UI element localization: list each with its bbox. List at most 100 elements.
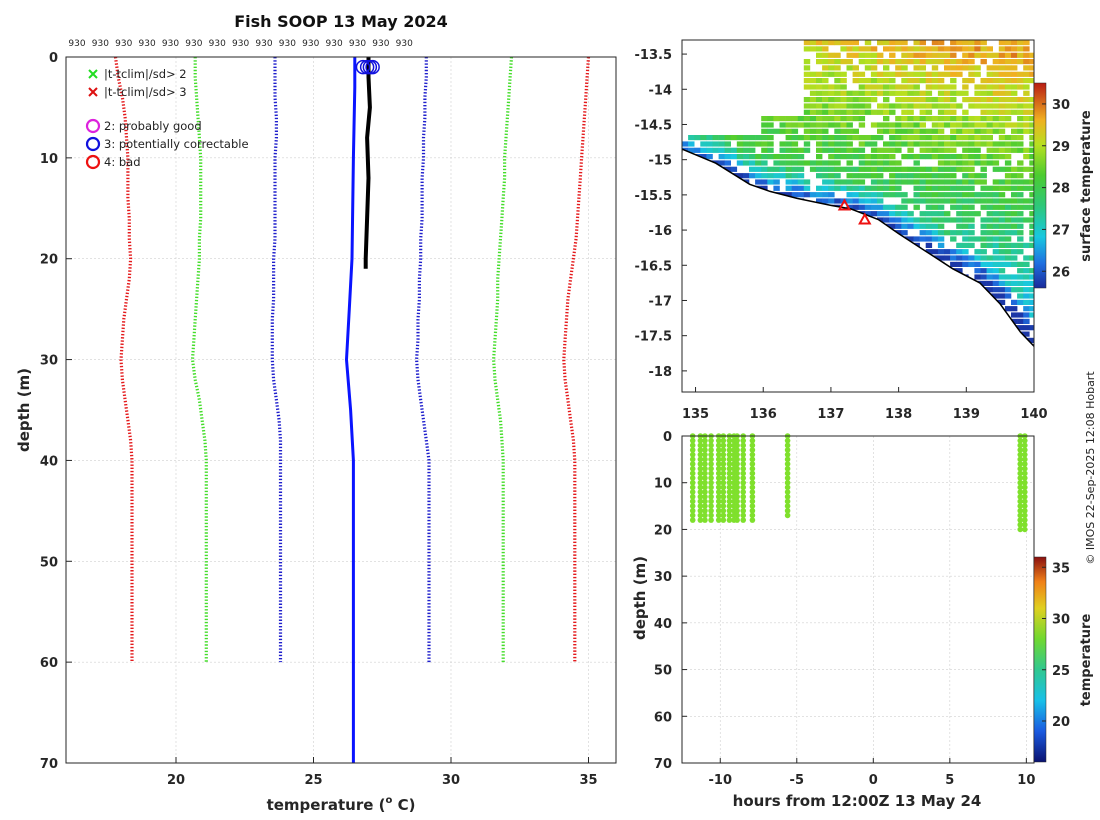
sst-cell (1011, 192, 1018, 198)
chart-title: Fish SOOP 13 May 2024 (234, 12, 448, 31)
sst-cell (907, 141, 914, 147)
ts-data-point (740, 447, 747, 453)
sst-cell (895, 128, 902, 134)
sst-cell (688, 141, 695, 147)
sst-cell (883, 166, 890, 172)
sst-cell (974, 198, 981, 204)
sst-cell (944, 59, 951, 65)
sst-cell (1023, 287, 1030, 293)
sst-cell (986, 135, 993, 141)
sst-cell (877, 78, 884, 84)
sst-cell (834, 122, 841, 128)
sst-cell (1029, 71, 1034, 77)
sst-cell (846, 52, 853, 58)
sst-cell (791, 147, 799, 153)
sst-cell (974, 84, 981, 90)
sst-cell (1004, 46, 1012, 52)
sst-cell (791, 141, 799, 147)
sst-cell (974, 90, 981, 96)
sst-cell (889, 103, 896, 109)
sst-cell (694, 147, 701, 153)
sst-cell (834, 173, 841, 179)
sst-cell (931, 128, 939, 134)
ts-data-point (715, 503, 722, 509)
sst-cell (895, 40, 902, 46)
sst-cell (1017, 141, 1024, 147)
ts-data-point (734, 461, 740, 467)
sst-cell (1023, 128, 1030, 134)
sst-cell (968, 185, 975, 191)
sst-cell (962, 40, 969, 46)
sst-cell (986, 274, 993, 280)
ts-data-point (1022, 456, 1028, 463)
sst-cell (755, 141, 762, 147)
sst-cell (968, 192, 975, 198)
sst-cell (858, 198, 866, 204)
sst-cell (986, 198, 993, 204)
map-y-tick-label: -17.5 (635, 330, 672, 345)
ts-data-point (702, 493, 708, 500)
sst-cell (950, 192, 957, 198)
sst-cell (950, 46, 957, 52)
sst-cell (944, 135, 951, 141)
ts-y-tick-label: 40 (654, 617, 672, 632)
sst-cell (1023, 179, 1030, 185)
sst-cell (980, 109, 987, 115)
x-marker-icon (88, 87, 98, 97)
sst-cell (1017, 40, 1024, 46)
ts-data-point (697, 475, 704, 481)
sst-cell (797, 160, 805, 166)
sst-cell (931, 122, 939, 128)
sst-cell (730, 147, 738, 153)
ts-data-point (1022, 517, 1028, 523)
sst-cell (1011, 59, 1018, 65)
ts-data-point (740, 507, 747, 514)
sst-cell (919, 103, 926, 109)
ts-data-point (734, 475, 740, 481)
sst-cell (785, 154, 792, 160)
ts-data-point (1022, 503, 1028, 509)
sst-cell (1023, 97, 1030, 103)
sst-cell (986, 268, 993, 274)
sst-cell (1011, 230, 1018, 236)
ts-data-point (720, 451, 727, 458)
ts-data-point (749, 465, 756, 472)
sst-cell (980, 217, 987, 223)
ts-data-point (708, 507, 714, 514)
sst-cell (1023, 204, 1030, 210)
ts-data-point (1022, 447, 1028, 453)
sst-cell (1004, 287, 1012, 293)
sst-cell (986, 211, 993, 217)
sst-cell (907, 52, 914, 58)
sst-cell (913, 141, 920, 147)
sst-cell (901, 230, 908, 236)
sst-cell (773, 128, 780, 134)
sst-cell (846, 198, 853, 204)
sst-cell (931, 185, 939, 191)
sst-cell (944, 173, 951, 179)
sst-cell (889, 135, 896, 141)
sst-cell (816, 40, 823, 46)
profile-lines (344, 57, 372, 763)
sst-cell (895, 173, 902, 179)
sst-cell (1017, 160, 1024, 166)
ts-y-tick-label: 50 (654, 664, 672, 679)
sst-cell (992, 293, 1000, 299)
ts-data-point (697, 456, 704, 463)
ts-data-point (1022, 437, 1028, 444)
sst-cell (877, 135, 884, 141)
sst-cell (986, 261, 993, 267)
sst-cell (1017, 293, 1024, 299)
sst-cell (944, 230, 951, 236)
sst-cell (998, 154, 1006, 160)
sst-cell (980, 78, 987, 84)
sst-cell (950, 109, 957, 115)
sst-cell (974, 141, 981, 147)
sst-cell (974, 40, 981, 46)
sst-cell (992, 59, 1000, 65)
profile-y-axis-label: depth (m) (15, 368, 33, 452)
sst-cell (791, 160, 799, 166)
sst-cell (1004, 109, 1012, 115)
sst-cell (889, 166, 896, 172)
sst-cell (816, 154, 823, 160)
